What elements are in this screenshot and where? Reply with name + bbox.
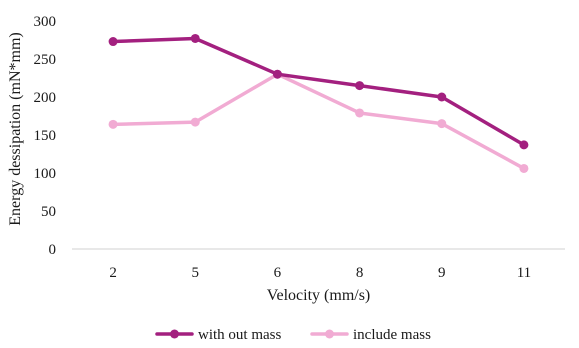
x-tick-label: 6 [274,265,282,281]
x-tick-label: 2 [109,265,117,281]
data-point [272,69,282,79]
y-tick-label: 100 [34,166,57,182]
y-axis-title: Energy dessipation (mN*mm) [7,32,24,225]
y-tick-label: 200 [34,90,57,106]
x-axis-ticks: 2 5 6 8 9 11 [109,265,531,281]
legend-label: with out mass [198,327,281,343]
legend-label: include mass [353,327,431,343]
data-point [108,119,118,129]
legend-item: include mass [310,327,431,343]
x-tick-label: 8 [356,265,364,281]
x-tick-label: 9 [438,265,446,281]
x-axis-title: Velocity (mm/s) [267,287,371,304]
data-point [355,108,365,118]
legend-swatch-marker [170,329,179,339]
data-point [190,33,200,43]
legend-swatch-marker [325,329,334,339]
y-tick-label: 300 [34,14,57,30]
data-point [190,117,200,127]
data-point [108,37,118,47]
y-tick-label: 250 [34,52,57,68]
data-point [437,119,447,129]
legend-item: with out mass [155,327,281,343]
data-point [355,81,365,91]
x-tick-label: 5 [192,265,200,281]
series-line [111,72,526,171]
y-axis-ticks: 0 50 100 150 200 250 300 [34,14,57,258]
legend: with out mass include mass [155,327,431,343]
series-layer [108,33,529,173]
data-point [519,163,529,173]
y-tick-label: 150 [34,128,57,144]
y-tick-label: 0 [49,242,57,258]
series-1 [108,69,529,173]
data-point [437,92,447,102]
data-point [519,140,529,150]
y-tick-label: 50 [41,204,56,220]
series-line [111,36,526,147]
x-tick-label: 11 [517,265,531,281]
series-0 [108,33,529,150]
